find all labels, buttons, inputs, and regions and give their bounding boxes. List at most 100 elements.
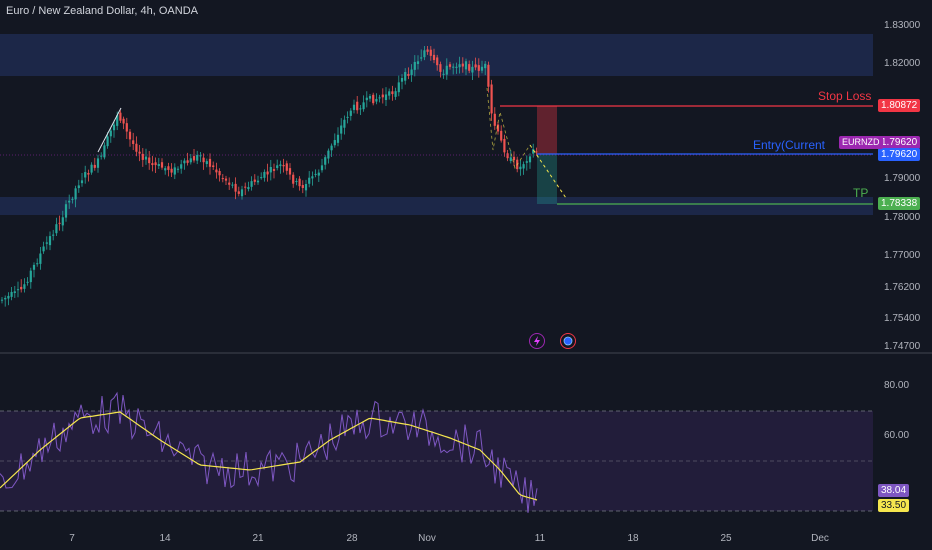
candle-body — [128, 131, 132, 140]
price-tick: 1.74700 — [884, 341, 921, 352]
candle-body — [167, 166, 170, 170]
candle-body — [436, 57, 439, 66]
candle-body — [218, 171, 221, 176]
candle-body — [496, 124, 500, 132]
candle-body — [282, 164, 285, 167]
entry-label: Entry(Current — [753, 138, 826, 152]
lightning-icon[interactable] — [529, 333, 545, 349]
candle-body — [231, 184, 234, 186]
time-tick: Dec — [811, 533, 829, 544]
candle-body — [42, 246, 45, 252]
candle-body — [304, 183, 308, 191]
candle-body — [87, 172, 90, 175]
candle-body — [96, 158, 100, 168]
candle-body — [384, 94, 388, 101]
candle-body — [61, 217, 64, 226]
candle-body — [183, 160, 186, 164]
candle-body — [68, 200, 71, 203]
candle-body — [119, 112, 122, 121]
candle-body — [320, 165, 324, 171]
candle-body — [141, 153, 144, 160]
candle-body — [365, 97, 368, 101]
candle-body — [480, 66, 484, 71]
candle-body — [151, 163, 154, 166]
candle-body — [439, 64, 442, 72]
candle-body — [48, 236, 52, 246]
candle-body — [212, 165, 215, 168]
rsi-tick: 60.00 — [884, 430, 910, 441]
candle-body — [356, 101, 359, 111]
candle-body — [493, 113, 496, 126]
stop-loss-zone[interactable] — [537, 106, 557, 154]
candle-body — [256, 180, 260, 183]
supply-zone — [0, 34, 873, 76]
candle-body — [93, 164, 96, 168]
candle-body — [247, 187, 250, 190]
take-profit-zone[interactable] — [537, 154, 557, 204]
demand-zone — [0, 197, 873, 215]
candle-body — [186, 160, 189, 163]
candle-body — [4, 297, 7, 300]
candle-body — [26, 281, 29, 283]
candle-body — [266, 171, 269, 175]
candle-body — [202, 157, 205, 163]
chart-title: Euro / New Zealand Dollar, 4h, OANDA — [6, 5, 198, 17]
candle-body — [416, 61, 420, 64]
candle-body — [221, 178, 224, 180]
candle-body — [477, 65, 480, 71]
candle-body — [308, 177, 311, 184]
candle-body — [372, 94, 375, 104]
candle-body — [164, 168, 167, 171]
candle-body — [77, 185, 80, 189]
candle-body — [471, 66, 474, 73]
candle-body — [144, 156, 148, 160]
candle-body — [500, 130, 503, 141]
candle-body — [112, 124, 116, 131]
price-tick: 1.83000 — [884, 20, 921, 31]
candle-body — [330, 145, 333, 151]
trend-arrow-line[interactable] — [97, 107, 122, 153]
time-tick: Nov — [418, 533, 436, 544]
candle-body — [311, 176, 314, 179]
candle-body — [484, 63, 487, 69]
candle-body — [394, 91, 397, 97]
current-price-tag: 1.79620 — [878, 136, 921, 149]
candle-body — [464, 61, 468, 70]
candle-body — [45, 242, 48, 244]
candle-body — [189, 158, 192, 163]
candle-body — [343, 119, 346, 128]
stop-price-tag: 1.80872 — [878, 99, 921, 112]
candle-body — [298, 178, 301, 187]
candle-body — [532, 149, 535, 154]
candle-body — [301, 185, 304, 189]
time-tick: 14 — [159, 533, 171, 544]
globe-icon[interactable] — [560, 333, 576, 349]
candle-body — [375, 98, 378, 102]
candle-body — [292, 174, 295, 184]
price-tick: 1.76200 — [884, 282, 921, 293]
candle-body — [426, 49, 429, 52]
candle-body — [237, 191, 240, 194]
entry-price-tag: 1.79620 — [878, 148, 921, 161]
candle-body — [260, 177, 263, 179]
price-tick: 1.75400 — [884, 313, 921, 324]
candle-body — [103, 145, 106, 158]
projection-dashed-arrow[interactable] — [529, 144, 567, 199]
candle-body — [192, 156, 196, 161]
candle-body — [503, 138, 506, 153]
candle-body — [340, 125, 343, 134]
candle-body — [461, 63, 464, 67]
candle-body — [381, 94, 384, 98]
candle-body — [224, 178, 228, 181]
candle-body — [362, 102, 365, 110]
candle-body — [58, 222, 61, 224]
candle-body — [272, 169, 276, 171]
candle-body — [327, 150, 330, 159]
time-tick: 25 — [720, 533, 732, 544]
candle-body — [23, 284, 26, 289]
candle-body — [90, 164, 93, 173]
candle-body — [519, 166, 522, 170]
time-tick: 7 — [69, 533, 75, 544]
candle-body — [20, 286, 23, 290]
